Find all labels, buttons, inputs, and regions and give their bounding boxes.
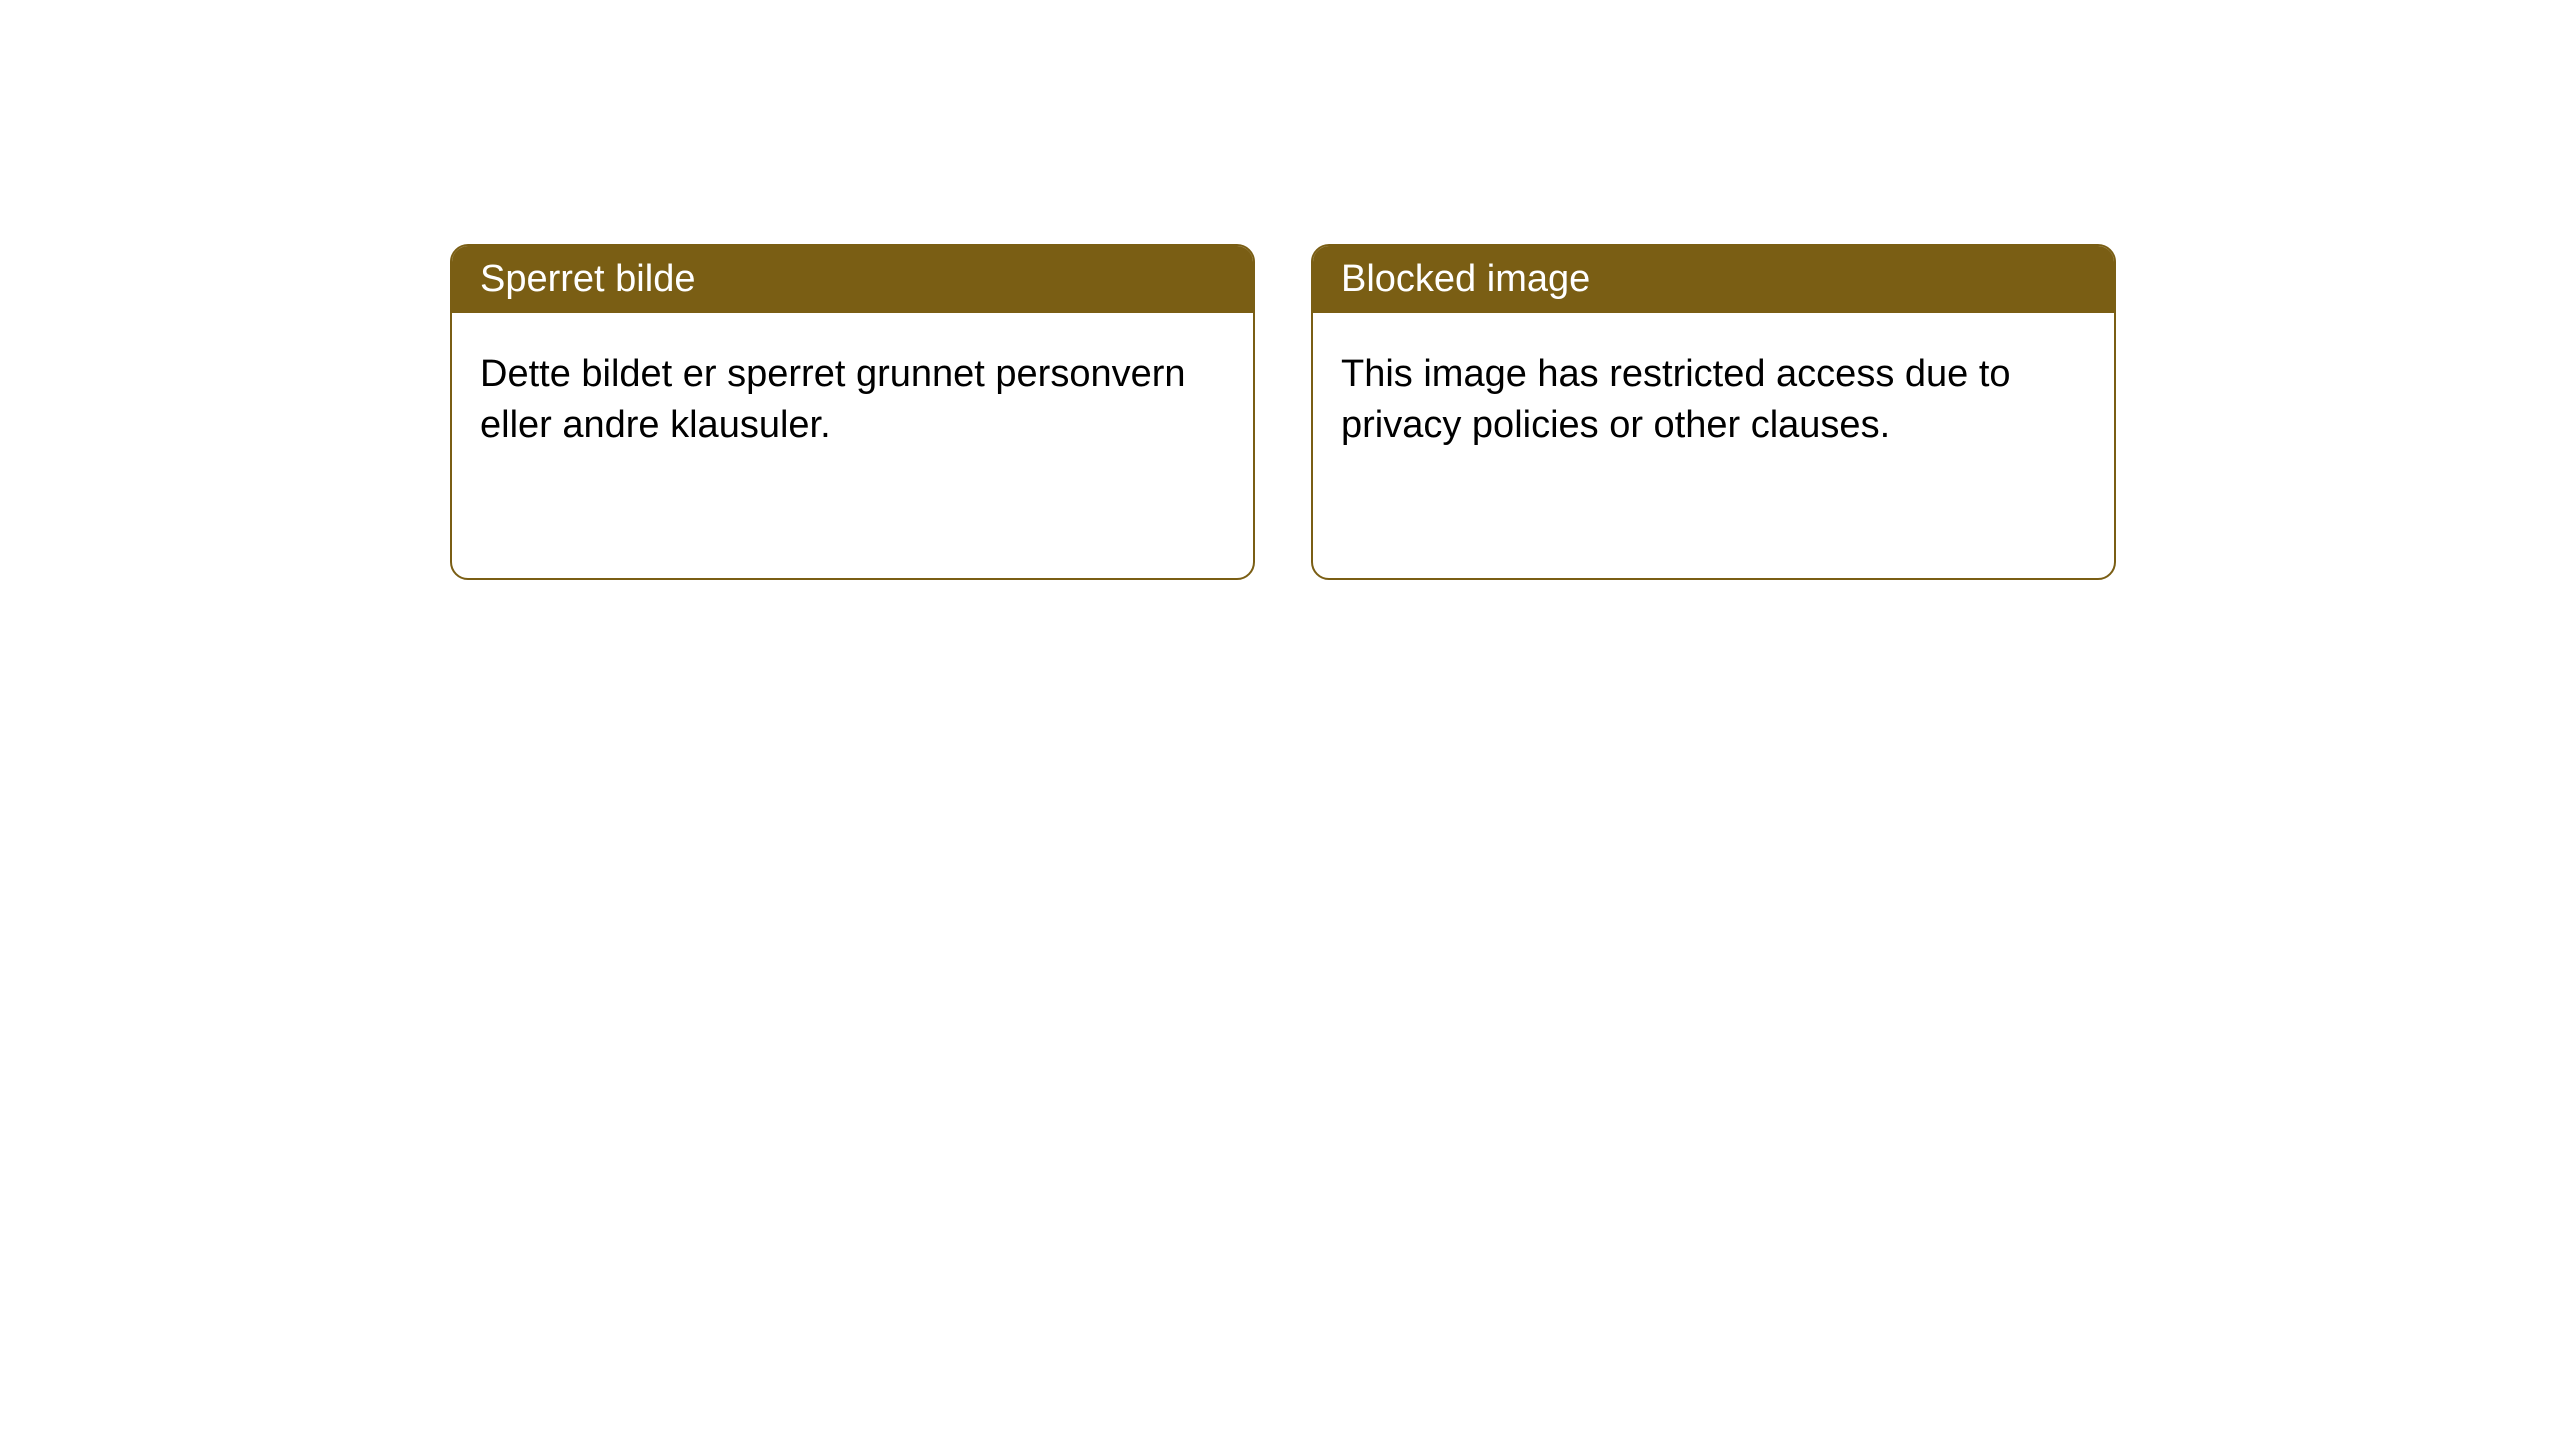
notice-card-body-no: Dette bildet er sperret grunnet personve… xyxy=(452,313,1253,488)
notice-card-header-no: Sperret bilde xyxy=(452,246,1253,313)
notice-body-text-no: Dette bildet er sperret grunnet personve… xyxy=(480,353,1186,446)
notice-title-en: Blocked image xyxy=(1341,258,1590,300)
notice-card-en: Blocked image This image has restricted … xyxy=(1311,244,2116,580)
notice-body-text-en: This image has restricted access due to … xyxy=(1341,353,2011,446)
notice-card-body-en: This image has restricted access due to … xyxy=(1313,313,2114,488)
notice-title-no: Sperret bilde xyxy=(480,258,695,300)
notice-card-header-en: Blocked image xyxy=(1313,246,2114,313)
notice-card-no: Sperret bilde Dette bildet er sperret gr… xyxy=(450,244,1255,580)
notice-container: Sperret bilde Dette bildet er sperret gr… xyxy=(450,244,2116,580)
